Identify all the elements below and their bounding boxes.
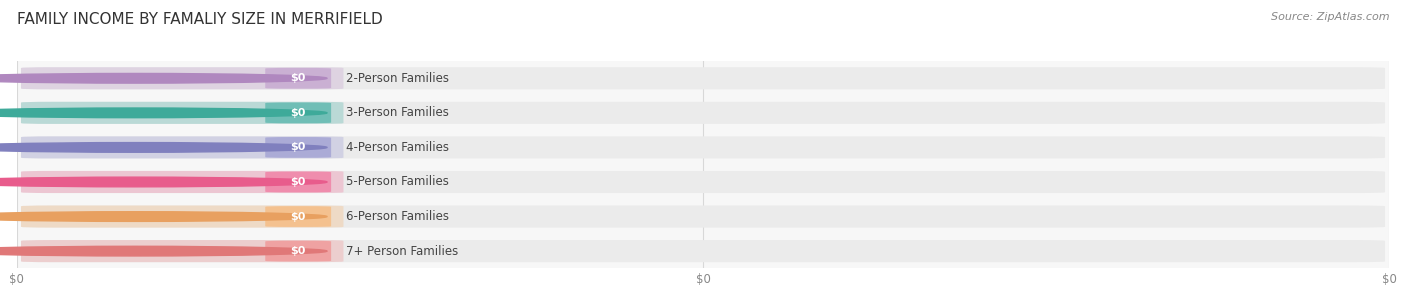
Text: 6-Person Families: 6-Person Families [346,210,449,223]
Circle shape [0,212,328,221]
Circle shape [0,108,328,118]
FancyBboxPatch shape [266,172,332,192]
FancyBboxPatch shape [21,102,343,124]
FancyBboxPatch shape [21,206,343,228]
FancyBboxPatch shape [21,136,1385,159]
FancyBboxPatch shape [21,240,343,262]
FancyBboxPatch shape [266,137,332,158]
FancyBboxPatch shape [21,206,1385,228]
Text: $0: $0 [291,212,307,221]
Text: 2-Person Families: 2-Person Families [346,72,449,85]
Text: $0: $0 [291,177,307,187]
Text: $0: $0 [291,142,307,152]
Text: $0: $0 [291,73,307,83]
FancyBboxPatch shape [21,171,343,193]
FancyBboxPatch shape [21,171,1385,193]
Text: 7+ Person Families: 7+ Person Families [346,245,458,258]
FancyBboxPatch shape [266,68,332,89]
FancyBboxPatch shape [21,102,1385,124]
Text: Source: ZipAtlas.com: Source: ZipAtlas.com [1271,12,1389,22]
Circle shape [0,177,328,187]
FancyBboxPatch shape [21,67,1385,89]
Text: $0: $0 [291,246,307,256]
Text: 3-Person Families: 3-Person Families [346,106,449,119]
Text: $0: $0 [291,108,307,118]
FancyBboxPatch shape [266,102,332,123]
Circle shape [0,74,328,83]
Text: 5-Person Families: 5-Person Families [346,175,449,188]
FancyBboxPatch shape [21,136,343,159]
FancyBboxPatch shape [21,240,1385,262]
Text: FAMILY INCOME BY FAMALIY SIZE IN MERRIFIELD: FAMILY INCOME BY FAMALIY SIZE IN MERRIFI… [17,12,382,27]
FancyBboxPatch shape [266,241,332,261]
FancyBboxPatch shape [21,67,343,89]
Circle shape [0,246,328,256]
FancyBboxPatch shape [266,206,332,227]
Circle shape [0,142,328,152]
Text: 4-Person Families: 4-Person Families [346,141,449,154]
